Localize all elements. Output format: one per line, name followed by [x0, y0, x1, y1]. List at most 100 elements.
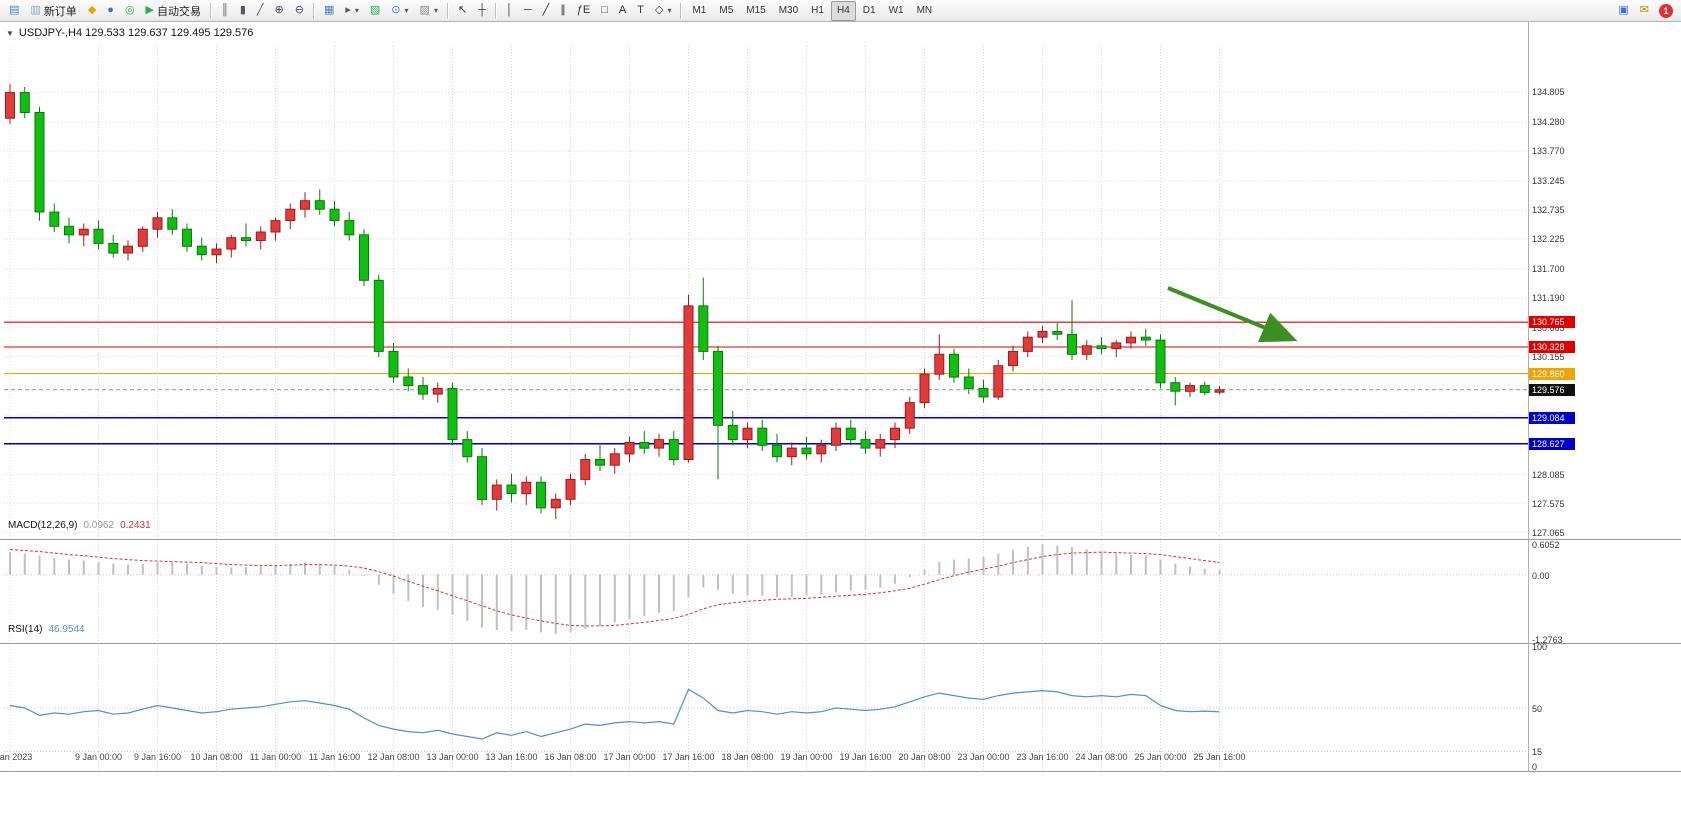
candle-body: [34, 112, 45, 213]
macd-histogram-bar: [1056, 545, 1059, 575]
autotrading-button[interactable]: ▶ 自动交易: [141, 1, 206, 21]
timeframe-h1-button[interactable]: H1: [811, 5, 824, 16]
chart-header: ▼ USDJPY-,H4 129.533 129.637 129.495 129…: [6, 27, 253, 39]
mail-icon-button[interactable]: ✉: [1635, 1, 1654, 21]
dropdown-arrow-icon: ▾: [354, 6, 359, 15]
rsi-title: RSI(14): [8, 624, 43, 635]
new-chart-button[interactable]: ▤: [4, 1, 24, 21]
candle-body: [477, 456, 487, 500]
macd-histogram-bar: [289, 564, 292, 575]
one-click-trading-collapse-icon[interactable]: ▼: [6, 28, 14, 38]
line-chart-mode-button[interactable]: ╱: [252, 1, 269, 21]
macd-histogram-bar: [68, 559, 70, 575]
macd-histogram-bar: [510, 574, 513, 631]
macd-histogram-bar: [422, 574, 424, 607]
equidistant-channel-button[interactable]: ∥: [555, 1, 571, 21]
candle-body: [462, 439, 473, 458]
chart-shift-button[interactable]: ▸ ▾: [340, 1, 364, 21]
price-axis-label: 133.245: [1532, 176, 1565, 186]
time-axis-label: 20 Jan 08:00: [898, 752, 951, 762]
line-chart-mode-icon: ╱: [256, 4, 264, 16]
timeframe-mn-button[interactable]: MN: [916, 5, 933, 16]
grid-button[interactable]: ▦: [319, 1, 339, 21]
candle-body: [1185, 385, 1195, 392]
macd-histogram-bar: [643, 574, 646, 616]
macd-histogram-bar: [805, 574, 808, 596]
community-icon-button[interactable]: ●: [102, 1, 119, 21]
macd-histogram-bar: [569, 574, 572, 633]
search-icon-icon: ▣: [1618, 4, 1629, 16]
text-label-button[interactable]: T: [632, 1, 649, 21]
search-icon-button[interactable]: ▣: [1613, 1, 1633, 21]
candle-body: [860, 439, 871, 449]
macd-histogram-bar: [230, 567, 233, 575]
price-axis-label: 134.805: [1532, 87, 1565, 97]
time-axis-label: 9 Jan 00:00: [74, 752, 123, 762]
time-axis-label: 10 Jan 08:00: [190, 752, 243, 762]
candle-body: [536, 481, 546, 509]
timeframe-m30-button[interactable]: M30: [778, 5, 799, 16]
price-axis-label: 130.665: [1532, 323, 1565, 333]
trend-arrow-annotation[interactable]: [1167, 286, 1298, 343]
candle-body: [919, 373, 930, 404]
timeframe-m5-button[interactable]: M5: [719, 5, 734, 16]
time-axis-label: 18 Jan 08:00: [721, 752, 774, 762]
macd-histogram-bar: [97, 562, 100, 575]
new-order-button[interactable]: ▥ 新订单: [25, 1, 81, 21]
timeframe-d1-button[interactable]: D1: [862, 5, 876, 16]
macd-histogram-bar: [141, 563, 144, 575]
trendline-button[interactable]: ╱: [538, 1, 555, 21]
macd-histogram-bar: [112, 563, 115, 575]
horizontal-line-button[interactable]: ─: [519, 1, 537, 21]
timeframe-w1-button[interactable]: W1: [888, 5, 904, 16]
time-axis-label: 13 Jan 16:00: [485, 752, 538, 762]
macd-histogram-bar: [127, 564, 129, 575]
new-chart-window-button[interactable]: ▧: [365, 1, 385, 21]
macd-histogram-bar: [1026, 546, 1029, 575]
main-toolbar: ▤ ▥ 新订单 ◆ ● ◎ ▶ 自动交易 ║ ▮ ╱ ⊕ ⊖ ▦ ▸ ▾ ▧ ⊙ ▾ ▨ ▾ ↖ ┼ │ ─ ╱ ∥ ƒE □ A T ◇ ▾ M…: [0, 0, 1681, 22]
candle-body: [742, 427, 753, 441]
candle-body: [314, 200, 325, 210]
candlestick-mode-button[interactable]: ▮: [235, 1, 251, 21]
zoom-in-button[interactable]: ⊕: [270, 1, 289, 21]
candle-body: [1111, 342, 1122, 350]
macd-histogram-bar: [1144, 555, 1147, 575]
timeframe-h4-button[interactable]: H4: [830, 0, 856, 21]
shapes-button[interactable]: □: [596, 1, 613, 21]
cursor-button[interactable]: ↖: [453, 1, 472, 21]
chart-canvas[interactable]: [0, 22, 1681, 830]
period-clock-button[interactable]: ⊙ ▾: [386, 1, 413, 21]
vertical-line-button[interactable]: │: [501, 1, 518, 21]
candle-body: [654, 439, 664, 449]
zoom-out-button[interactable]: ⊖: [290, 1, 309, 21]
macd-histogram-bar: [554, 574, 557, 634]
macd-histogram-bar: [245, 567, 247, 575]
crosshair-button[interactable]: ┼: [473, 1, 491, 21]
macd-histogram-bar: [849, 574, 852, 591]
candle-body: [963, 376, 974, 389]
candle-body: [727, 424, 738, 441]
macd-histogram-bar: [1100, 551, 1103, 575]
fibonacci-button[interactable]: ƒE: [572, 1, 595, 21]
timeframe-m1-button[interactable]: M1: [692, 5, 707, 16]
candle-body: [123, 245, 133, 254]
candle-body: [713, 350, 723, 426]
text-label-icon: T: [637, 4, 644, 16]
notification-badge[interactable]: 1: [1659, 3, 1673, 18]
macd-histogram-bar: [377, 574, 380, 585]
macd-histogram-bar: [717, 574, 719, 590]
macd-histogram-bar: [38, 555, 41, 575]
macd-signal-value: 0.2431: [120, 520, 151, 531]
arrows-button[interactable]: ◇ ▾: [650, 1, 676, 21]
trendline-icon: ╱: [542, 4, 550, 16]
candle-body: [241, 237, 251, 241]
price-axis-label: 131.700: [1532, 264, 1565, 274]
support-icon-button[interactable]: ◎: [120, 1, 140, 21]
candle-body: [167, 217, 178, 230]
wizard-icon-button[interactable]: ◆: [83, 1, 101, 21]
template-button[interactable]: ▨ ▾: [415, 1, 443, 21]
text-button[interactable]: A: [614, 1, 631, 21]
timeframe-m15-button[interactable]: M15: [746, 5, 766, 16]
bar-chart-mode-button[interactable]: ║: [216, 1, 234, 21]
